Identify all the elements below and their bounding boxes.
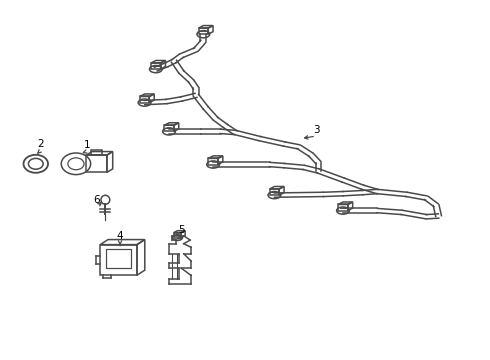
Bar (91, 150, 102, 155)
Bar (100, 245, 137, 275)
Bar (208, 158, 218, 165)
Bar (151, 63, 161, 69)
Text: 6: 6 (94, 195, 100, 205)
Bar (173, 233, 181, 238)
Text: 5: 5 (178, 225, 185, 235)
Bar (338, 204, 348, 211)
Text: 3: 3 (313, 125, 319, 135)
Text: 1: 1 (84, 140, 91, 150)
Bar (270, 189, 279, 195)
Bar (140, 96, 149, 103)
Bar (164, 125, 174, 131)
Text: 4: 4 (117, 231, 123, 241)
Bar (86, 155, 107, 172)
Text: 2: 2 (37, 139, 44, 149)
Bar (198, 28, 208, 34)
Bar (106, 249, 131, 268)
